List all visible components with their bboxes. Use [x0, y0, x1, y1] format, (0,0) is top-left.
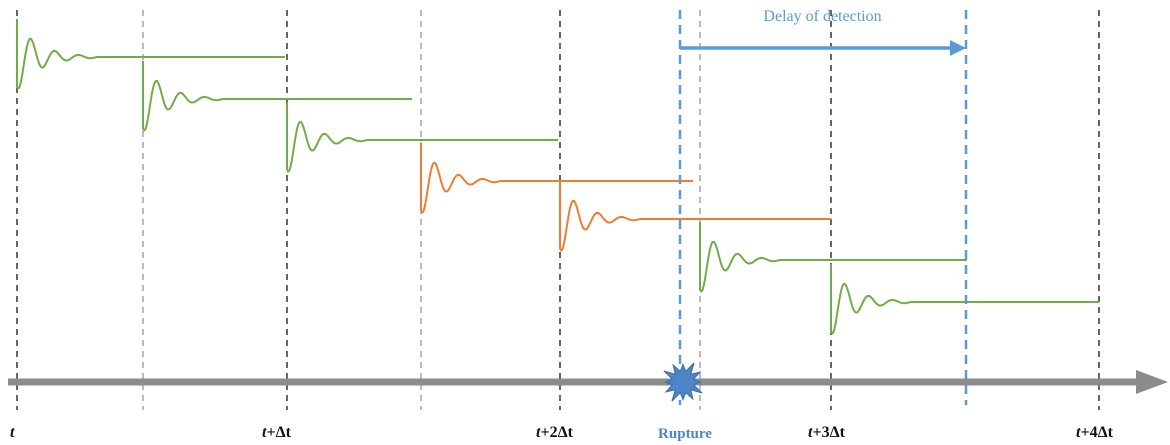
- response-trace-3: [420, 143, 693, 214]
- rupture-label: Rupture: [658, 426, 712, 442]
- time-axis-arrowhead: [1136, 370, 1168, 394]
- tick-label-t-plus-4dt: t+4Δt: [1076, 424, 1113, 441]
- response-trace-0: [16, 19, 285, 90]
- delay-of-detection-label: Delay of detection: [763, 8, 882, 25]
- tick-label-t-plus-dt: t+Δt: [262, 424, 291, 441]
- delay-arrow-head: [950, 40, 966, 56]
- rupture-burst-icon: [663, 362, 703, 402]
- response-trace-1: [142, 61, 412, 132]
- response-trace-4: [559, 181, 831, 252]
- tick-label-t-plus-2dt: t+2Δt: [536, 424, 573, 441]
- tick-label-t-plus-3dt: t+3Δt: [808, 424, 845, 441]
- response-trace-2: [286, 102, 558, 173]
- response-trace-5: [699, 222, 967, 293]
- response-trace-6: [830, 264, 1099, 335]
- tick-label-t: t: [10, 424, 15, 441]
